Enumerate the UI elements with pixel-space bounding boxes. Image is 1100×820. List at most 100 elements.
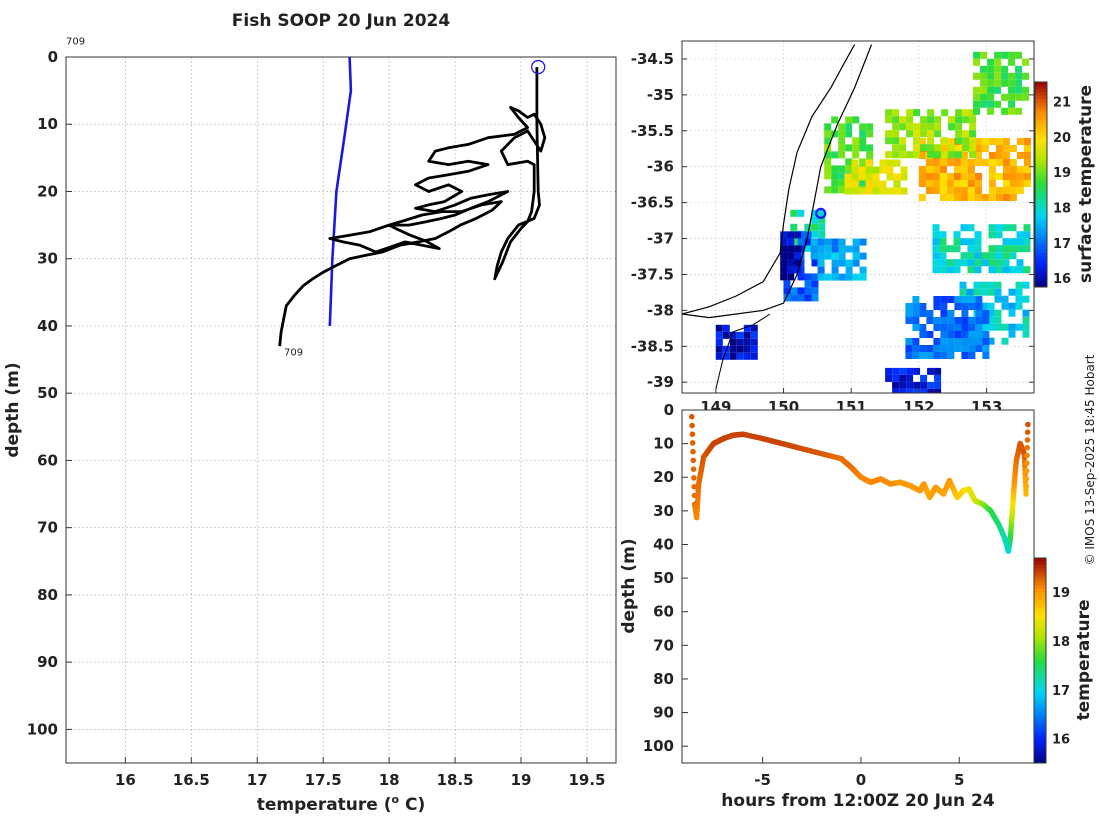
- sst-pixel: [955, 116, 963, 124]
- depth-tick-label: 20: [653, 468, 674, 486]
- timeseries-y-ticks: 0 10 20 30 40 50 60 70 80 90 100: [643, 401, 688, 755]
- sst-pixel: [824, 137, 832, 145]
- sst-pixel: [955, 123, 963, 131]
- sst-pixel: [1009, 266, 1017, 274]
- sst-pixel: [892, 144, 900, 152]
- colorbar-segment: [1034, 643, 1046, 648]
- sst-pixel: [1002, 245, 1010, 253]
- sst-pixel: [981, 145, 989, 152]
- sst-pixel: [988, 252, 996, 260]
- colorbar-segment: [1035, 187, 1047, 192]
- sst-pixel: [858, 187, 866, 195]
- sst-pixel: [845, 266, 853, 274]
- map-frame: [681, 40, 1035, 394]
- sst-pixel: [913, 151, 921, 159]
- y-tick-label: 100: [27, 720, 58, 738]
- track-point: [689, 422, 695, 429]
- sst-pixel: [968, 331, 976, 338]
- sst-pixel: [1015, 72, 1023, 80]
- sst-pixel: [987, 86, 995, 94]
- sst-pixel: [913, 130, 921, 138]
- colorbar-segment: [1034, 687, 1046, 692]
- colorbar-segment: [1034, 732, 1046, 737]
- sst-pixel: [794, 245, 802, 253]
- profile-y-label: depth (m): [3, 362, 23, 457]
- colorbar-segment: [1035, 194, 1047, 199]
- sst-pixel: [974, 252, 982, 260]
- sst-pixel: [851, 180, 859, 188]
- sst-pixel: [955, 151, 963, 159]
- sst-pixel: [1002, 138, 1010, 145]
- sst-pixel: [906, 381, 914, 389]
- sst-pixel: [912, 310, 920, 317]
- sst-pixel: [750, 338, 758, 346]
- sst-pixel: [794, 259, 802, 267]
- sst-pixel: [824, 172, 832, 180]
- sst-pixel: [818, 216, 826, 224]
- sst-pixel: [1023, 145, 1031, 152]
- sst-pixel: [804, 223, 812, 231]
- sst-pixel: [831, 245, 839, 253]
- sst-pixel: [1008, 309, 1016, 317]
- track-point: [691, 475, 697, 481]
- sst-pixel: [900, 173, 908, 181]
- sst-pixel: [954, 303, 962, 310]
- sst-pixel: [1015, 79, 1023, 87]
- colorbar-segment: [1035, 181, 1047, 185]
- sst-pixel: [831, 266, 839, 274]
- colorbar-segment: [1035, 222, 1047, 226]
- sst-pixel: [780, 238, 788, 246]
- sst-pixel: [947, 310, 955, 317]
- sst-pixel: [1008, 58, 1016, 66]
- sst-pixel: [912, 296, 920, 303]
- sst-pixel: [1002, 252, 1010, 260]
- sst-pixel: [1023, 266, 1031, 274]
- sst-pixel: [736, 352, 744, 360]
- colorbar-segment: [1035, 140, 1047, 144]
- colorbar-segment: [1035, 126, 1047, 131]
- sst-pixel: [939, 194, 947, 201]
- sst-pixel: [913, 123, 921, 131]
- sst-pixel: [953, 238, 961, 246]
- sst-pixel: [1002, 145, 1010, 152]
- sst-pixel: [1022, 309, 1030, 317]
- sst-pixel: [960, 166, 968, 173]
- sst-pixel: [1016, 187, 1024, 194]
- sst-colorbar-label: surface temperature: [1076, 85, 1096, 283]
- sst-pixel: [787, 266, 795, 274]
- map-panel: -34.5 -35 -35.5 -36 -36.5 -37 -37.5 -38 -38.5 -39…: [631, 40, 1096, 416]
- sst-pixel: [961, 331, 969, 338]
- sst-pixel: [994, 100, 1002, 108]
- sst-pixel: [845, 259, 853, 267]
- colorbar-segment: [1035, 259, 1047, 264]
- colorbar-segment: [1034, 704, 1046, 709]
- sst-pixel: [927, 137, 935, 145]
- sst-pixel: [995, 194, 1003, 201]
- sst-pixel: [852, 252, 860, 260]
- sst-pixel: [865, 187, 873, 195]
- sst-pixel: [995, 159, 1003, 166]
- sst-pixel: [844, 173, 852, 181]
- track-point: [689, 431, 696, 438]
- sst-pixel: [960, 180, 968, 187]
- timeseries-x-ticks: -5 0 5: [754, 757, 964, 789]
- sst-pixel: [975, 331, 983, 338]
- sst-pixel: [973, 281, 981, 289]
- sst-pixel: [1001, 65, 1009, 73]
- sst-pixel: [961, 317, 969, 324]
- temperature-colorbar: 16 17 18 19: [1033, 557, 1070, 764]
- sst-pixel: [919, 303, 927, 310]
- x-tick-label: 18.5: [437, 771, 474, 789]
- sst-pixel: [941, 151, 949, 159]
- sst-pixel: [968, 352, 976, 359]
- sst-pixel: [933, 303, 941, 310]
- sst-pixel: [927, 109, 935, 117]
- sst-pixel: [851, 166, 859, 174]
- sst-pixel: [960, 238, 968, 246]
- sst-pixel: [811, 209, 819, 217]
- sst-pixel: [932, 231, 940, 239]
- sst-pixel: [954, 338, 962, 345]
- sst-pixel: [892, 109, 900, 117]
- sst-pixel: [852, 116, 860, 124]
